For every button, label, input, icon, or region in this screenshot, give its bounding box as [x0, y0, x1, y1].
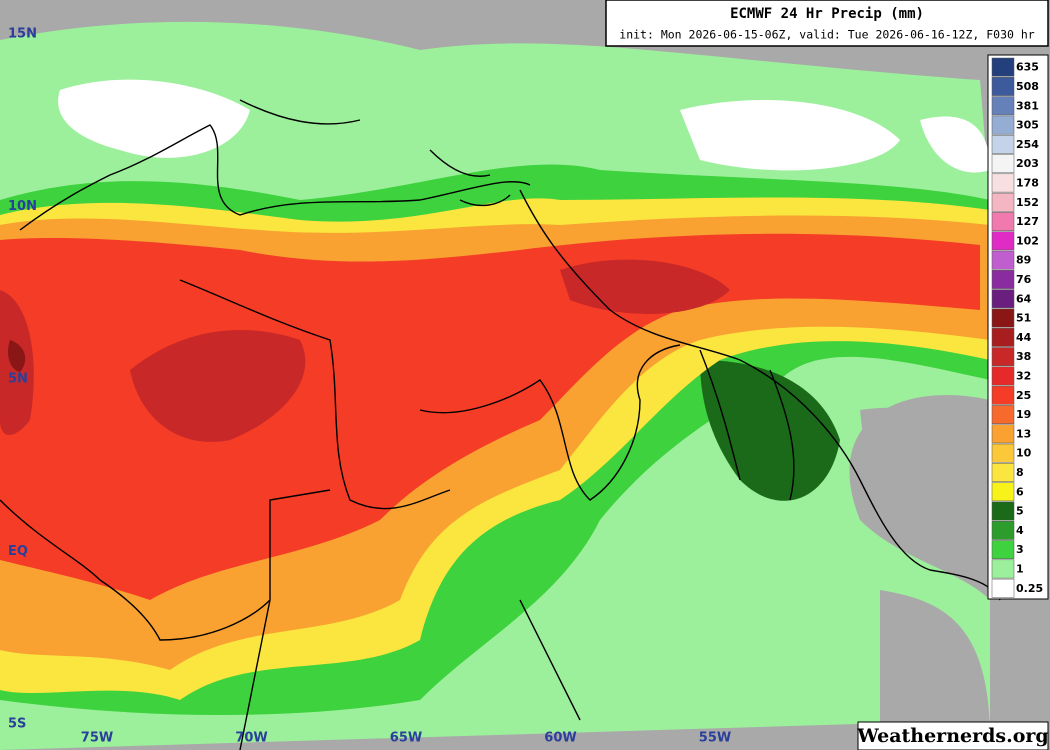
legend-label: 64	[1016, 292, 1032, 305]
legend-swatch	[991, 57, 1015, 77]
legend-label: 89	[1016, 254, 1031, 267]
borders	[0, 99, 1001, 750]
legend-label: 381	[1016, 99, 1039, 112]
watermark: Weathernerds.org	[856, 725, 1048, 747]
legend-label: 305	[1016, 119, 1039, 132]
legend-swatch	[991, 405, 1015, 424]
legend-swatch	[991, 463, 1015, 482]
legend-label: 32	[1016, 369, 1031, 382]
legend-swatch	[991, 289, 1015, 309]
legend-label: 19	[1016, 408, 1031, 421]
legend-swatch	[991, 134, 1015, 154]
legend-label: 76	[1016, 273, 1032, 286]
map-subtitle: init: Mon 2026-06-15-06Z, valid: Tue 202…	[619, 28, 1034, 42]
legend-label: 178	[1016, 176, 1039, 189]
watermark-background	[857, 721, 1049, 750]
legend: 6355083813052542031781521271028976645144…	[987, 54, 1049, 600]
legend-swatch	[991, 520, 1015, 540]
legend-swatch	[991, 308, 1015, 328]
geo-labels: 15N 10N 5N EQ 5S 75W 70W 65W 60W 55W	[8, 27, 731, 746]
legend-label: 152	[1016, 196, 1039, 209]
legend-label: 102	[1016, 234, 1039, 247]
longitude-label: 65W	[390, 731, 422, 746]
legend-swatch	[991, 347, 1015, 367]
legend-swatch	[991, 154, 1015, 174]
legend-swatch	[991, 578, 1015, 598]
latitude-label: 5N	[8, 372, 28, 387]
legend-swatch	[991, 482, 1015, 502]
legend-label: 6	[1016, 485, 1024, 498]
longitude-label: 75W	[81, 731, 113, 746]
legend-label: 127	[1016, 215, 1039, 228]
legend-label: 51	[1016, 312, 1031, 325]
legend-label: 4	[1016, 524, 1024, 537]
legend-swatch	[991, 501, 1015, 521]
legend-swatch	[991, 250, 1015, 270]
legend-label: 635	[1016, 61, 1039, 74]
legend-label: 10	[1016, 447, 1032, 460]
legend-label: 38	[1016, 350, 1031, 363]
legend-label: 203	[1016, 157, 1039, 170]
legend-label: 5	[1016, 505, 1024, 518]
legend-swatch	[991, 559, 1015, 579]
legend-swatch	[991, 424, 1015, 444]
legend-label: 1	[1016, 562, 1024, 575]
latitude-label: 15N	[8, 27, 37, 42]
legend-swatch	[991, 270, 1015, 289]
watermark-box: Weathernerds.org	[856, 721, 1049, 750]
legend-swatch	[991, 385, 1015, 405]
longitude-label: 60W	[544, 731, 576, 746]
legend-swatch	[991, 173, 1015, 193]
legend-label: 508	[1016, 80, 1039, 93]
title-box: ECMWF 24 Hr Precip (mm) init: Mon 2026-0…	[605, 0, 1049, 47]
legend-swatch	[991, 96, 1015, 116]
map-title: ECMWF 24 Hr Precip (mm)	[730, 6, 924, 22]
legend-label: 8	[1016, 466, 1024, 479]
legend-label: 44	[1016, 331, 1032, 344]
latitude-label: 5S	[8, 717, 26, 732]
legend-label: 3	[1016, 543, 1024, 556]
legend-swatch	[991, 540, 1015, 560]
legend-label: 0.25	[1016, 582, 1043, 595]
legend-swatch	[991, 77, 1015, 96]
latitude-label: 10N	[8, 199, 37, 214]
legend-swatch	[991, 443, 1015, 463]
legend-swatch	[991, 192, 1015, 212]
legend-label: 13	[1016, 427, 1031, 440]
legend-label: 25	[1016, 389, 1031, 402]
title-background	[605, 0, 1049, 47]
longitude-label: 55W	[699, 731, 731, 746]
precip-fields	[0, 21, 990, 750]
legend-swatch	[991, 366, 1015, 386]
legend-swatch	[991, 327, 1015, 347]
latitude-label: EQ	[8, 544, 28, 559]
legend-label: 254	[1016, 138, 1039, 151]
legend-swatch	[991, 115, 1015, 135]
legend-swatch	[991, 231, 1015, 251]
legend-swatch	[991, 212, 1015, 231]
longitude-label: 70W	[235, 731, 267, 746]
